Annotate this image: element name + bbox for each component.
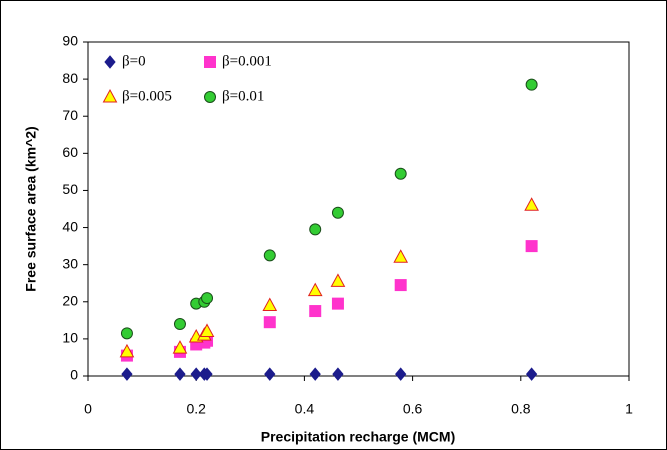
circle-marker	[120, 327, 133, 340]
triangle-marker	[102, 88, 118, 103]
square-marker	[525, 240, 538, 253]
y-tick-label: 40	[62, 218, 78, 234]
diamond-marker	[332, 367, 344, 381]
y-tick-label: 0	[70, 367, 78, 383]
triangle-marker	[524, 197, 539, 211]
x-tick-label: 0.8	[511, 401, 531, 417]
x-tick-label: 0.4	[295, 401, 315, 417]
x-tick-label: 0.6	[403, 401, 423, 417]
y-tick-label: 10	[62, 330, 78, 346]
y-axis-title: Free surface area (km^2)	[23, 126, 39, 291]
legend-label: β=0.001	[222, 53, 272, 69]
triangle-marker	[307, 282, 323, 297]
square-marker	[263, 316, 276, 329]
square-marker	[331, 297, 344, 310]
square-marker	[394, 279, 407, 292]
y-tick-label: 90	[62, 33, 78, 49]
y-tick-label: 50	[62, 181, 78, 197]
diamond-marker	[395, 367, 407, 381]
diamond-marker	[309, 367, 321, 381]
diamond-marker	[525, 367, 538, 381]
plot-area	[87, 41, 630, 377]
y-tick-label: 30	[62, 255, 78, 271]
square-marker	[204, 56, 216, 68]
y-tick-label: 20	[62, 292, 78, 308]
x-tick-label: 1	[625, 401, 633, 417]
triangle-marker	[393, 249, 409, 263]
x-tick-label: 0	[84, 401, 92, 417]
y-tick-label: 70	[62, 107, 78, 123]
circle-marker	[309, 223, 322, 236]
y-tick-label: 60	[62, 144, 78, 160]
legend-label: β=0.005	[122, 88, 172, 104]
triangle-marker	[199, 323, 215, 337]
circle-marker	[394, 167, 407, 180]
circle-marker	[173, 318, 186, 331]
diamond-marker	[121, 367, 133, 381]
diamond-marker	[264, 367, 276, 381]
triangle-marker	[330, 273, 346, 287]
circle-marker	[331, 206, 344, 219]
legend-label: β=0.01	[222, 88, 264, 104]
circle-marker	[263, 249, 276, 262]
circle-marker	[201, 292, 214, 305]
diamond-marker	[190, 367, 202, 381]
triangle-marker	[172, 340, 188, 354]
triangle-marker	[119, 343, 135, 358]
x-axis-title: Precipitation recharge (MCM)	[261, 429, 455, 445]
diamond-marker	[104, 55, 116, 69]
x-tick-label: 0.2	[186, 401, 206, 417]
circle-marker	[204, 91, 216, 103]
triangle-marker	[262, 297, 278, 311]
diamond-marker	[201, 367, 213, 381]
square-marker	[309, 305, 322, 318]
legend-label: β=0	[122, 53, 146, 69]
y-tick-label: 80	[62, 70, 78, 86]
diamond-marker	[174, 367, 186, 381]
circle-marker	[525, 78, 538, 91]
